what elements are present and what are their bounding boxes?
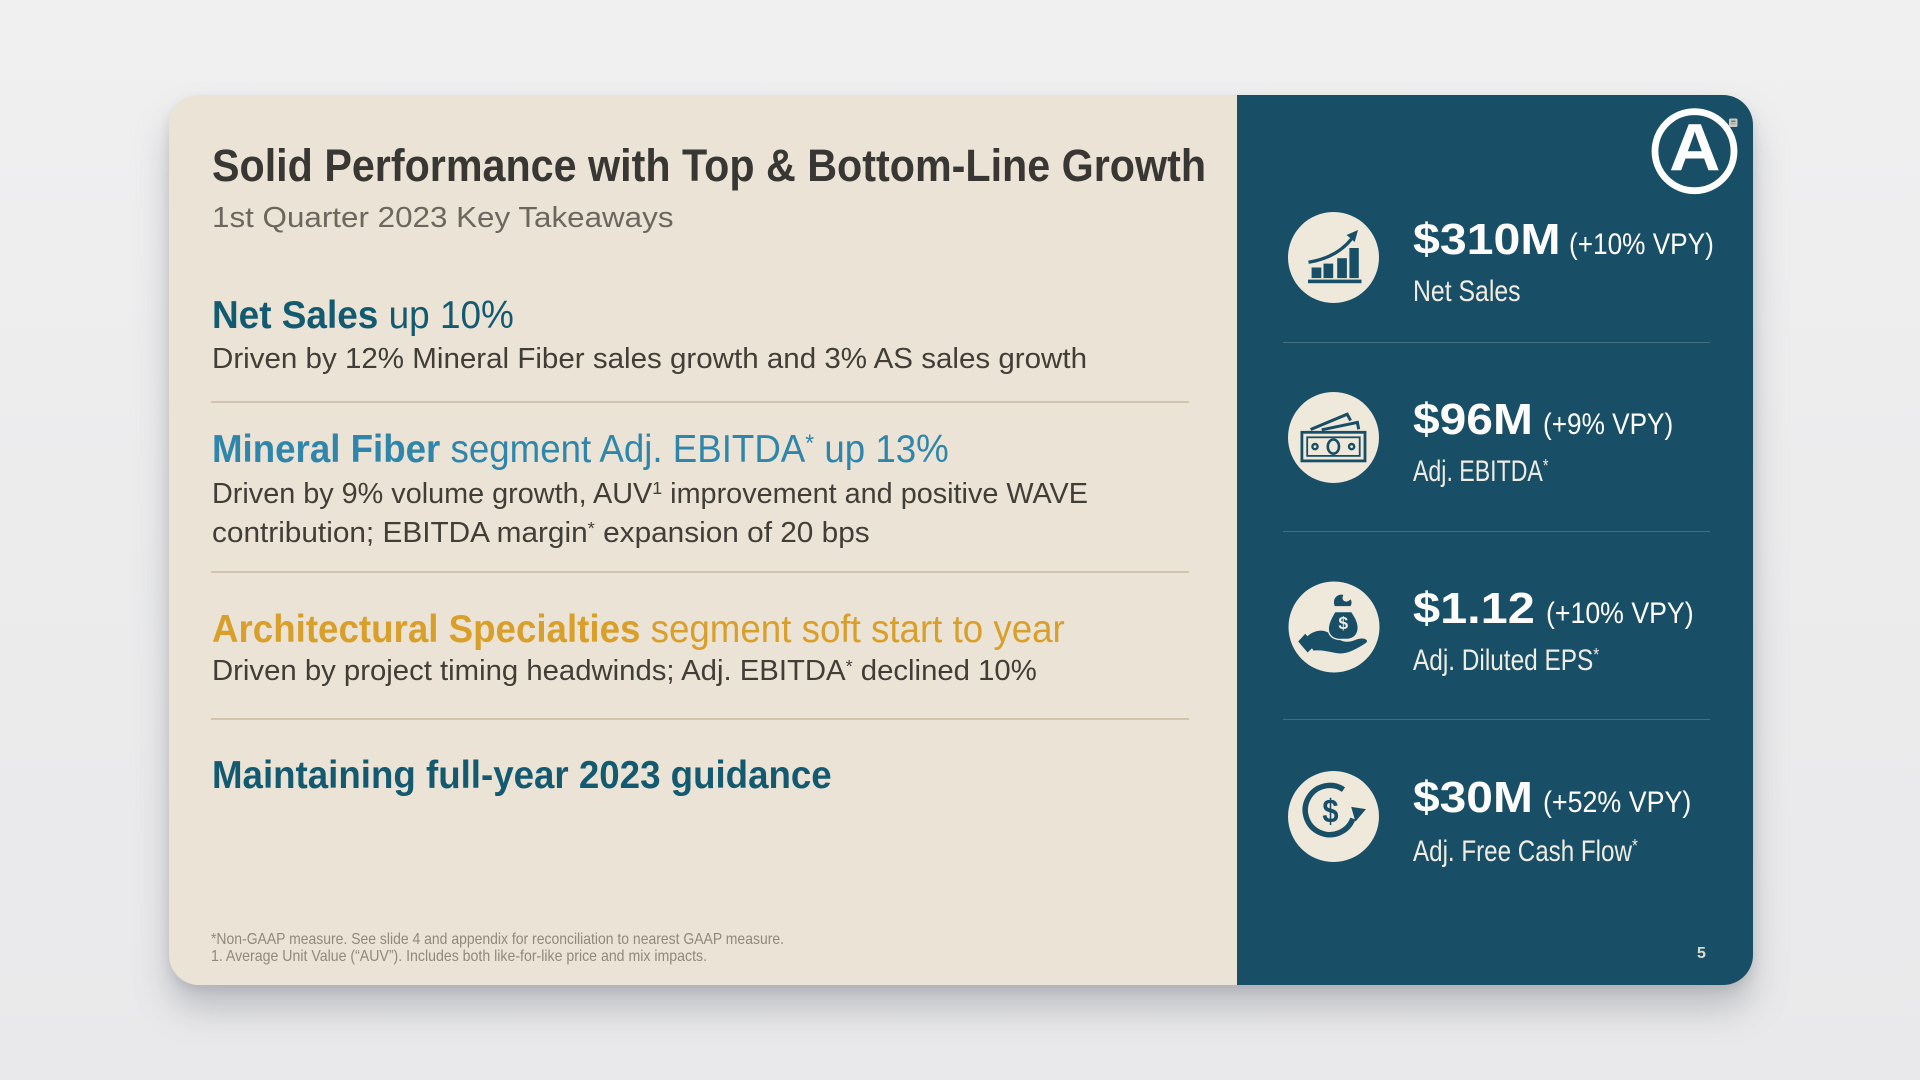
- svg-text:A: A: [1669, 111, 1720, 185]
- svg-text:$: $: [1338, 613, 1348, 633]
- svg-text:$: $: [1322, 793, 1338, 830]
